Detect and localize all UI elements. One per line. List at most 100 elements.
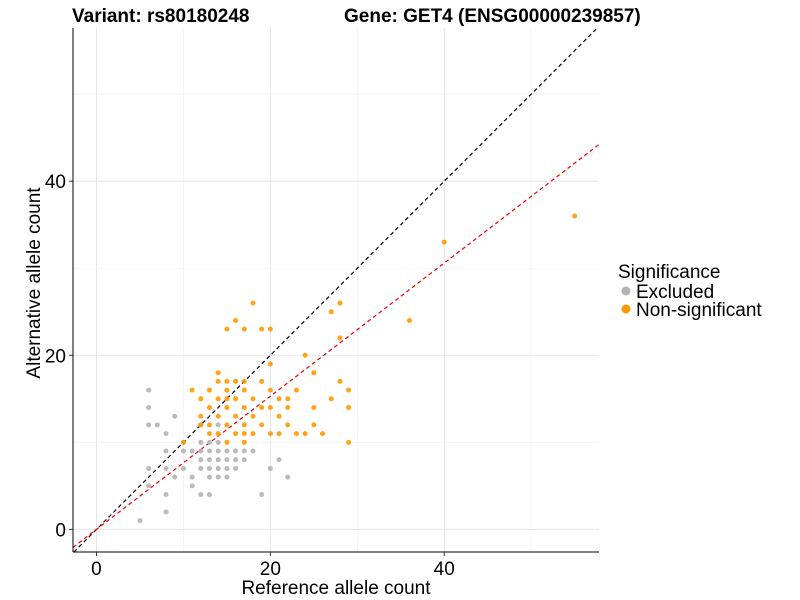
point-non-significant: [241, 431, 247, 437]
point-non-significant: [233, 378, 239, 384]
point-non-significant: [198, 422, 204, 428]
y-axis-title: Alternative allele count: [24, 187, 45, 379]
x-tick-label: 40: [434, 559, 455, 580]
point-non-significant: [224, 422, 230, 428]
point-non-significant: [241, 405, 247, 411]
point-excluded: [224, 448, 230, 454]
point-non-significant: [189, 387, 195, 393]
point-excluded: [250, 448, 256, 454]
point-excluded: [172, 413, 178, 419]
legend-title: Significance: [618, 262, 720, 283]
point-excluded: [241, 457, 247, 463]
point-non-significant: [346, 405, 352, 411]
point-excluded: [146, 483, 152, 489]
point-non-significant: [233, 431, 239, 437]
reference-lines: [72, 27, 600, 553]
point-excluded: [163, 431, 169, 437]
point-non-significant: [302, 352, 308, 358]
point-non-significant: [250, 396, 256, 402]
point-excluded: [206, 465, 212, 471]
point-non-significant: [267, 387, 273, 393]
point-excluded: [215, 448, 221, 454]
point-non-significant: [267, 431, 273, 437]
point-excluded: [206, 448, 212, 454]
point-non-significant: [285, 396, 291, 402]
point-non-significant: [224, 387, 230, 393]
point-non-significant: [406, 317, 412, 323]
legend: Significance Excluded Non-significant: [618, 262, 762, 321]
point-excluded: [233, 457, 239, 463]
point-excluded: [154, 422, 160, 428]
point-non-significant: [224, 326, 230, 332]
point-excluded: [163, 448, 169, 454]
point-excluded: [180, 448, 186, 454]
point-excluded: [206, 457, 212, 463]
point-excluded: [215, 439, 221, 445]
y-tick-label: 20: [45, 346, 66, 367]
point-excluded: [233, 465, 239, 471]
point-non-significant: [241, 378, 247, 384]
point-non-significant: [311, 405, 317, 411]
point-non-significant: [328, 309, 334, 315]
point-non-significant: [206, 431, 212, 437]
point-non-significant: [215, 431, 221, 437]
point-excluded: [189, 483, 195, 489]
point-non-significant: [250, 431, 256, 437]
point-non-significant: [180, 439, 186, 445]
point-non-significant: [215, 370, 221, 376]
point-non-significant: [215, 396, 221, 402]
point-non-significant: [215, 413, 221, 419]
point-non-significant: [276, 431, 282, 437]
point-excluded: [233, 448, 239, 454]
point-excluded: [163, 465, 169, 471]
point-non-significant: [198, 413, 204, 419]
point-non-significant: [250, 300, 256, 306]
point-non-significant: [441, 239, 447, 245]
point-non-significant: [337, 378, 343, 384]
point-non-significant: [259, 326, 265, 332]
point-non-significant: [346, 387, 352, 393]
point-excluded: [206, 439, 212, 445]
point-excluded: [163, 509, 169, 515]
point-non-significant: [259, 378, 265, 384]
x-axis-title: Reference allele count: [241, 578, 431, 599]
grid: [73, 28, 599, 552]
point-excluded: [285, 474, 291, 480]
point-non-significant: [206, 422, 212, 428]
point-non-significant: [224, 378, 230, 384]
point-non-significant: [311, 370, 317, 376]
point-excluded: [146, 405, 152, 411]
point-excluded: [189, 448, 195, 454]
chart-title-gene: Gene: GET4 (ENSG00000239857): [344, 6, 641, 27]
data-points: [137, 213, 578, 524]
point-non-significant: [267, 326, 273, 332]
point-non-significant: [224, 405, 230, 411]
point-non-significant: [276, 396, 282, 402]
point-non-significant: [224, 396, 230, 402]
legend-label-non-significant: Non-significant: [636, 300, 762, 321]
point-excluded: [215, 422, 221, 428]
point-non-significant: [233, 396, 239, 402]
point-non-significant: [572, 213, 578, 219]
point-non-significant: [337, 300, 343, 306]
point-excluded: [259, 492, 265, 498]
point-non-significant: [215, 378, 221, 384]
point-non-significant: [285, 405, 291, 411]
point-excluded: [146, 422, 152, 428]
point-excluded: [198, 439, 204, 445]
axes: 0 20 40 0 20 40: [45, 28, 599, 580]
point-excluded: [180, 465, 186, 471]
point-excluded: [276, 457, 282, 463]
point-non-significant: [311, 422, 317, 428]
point-non-significant: [233, 413, 239, 419]
point-non-significant: [267, 361, 273, 367]
point-excluded: [267, 465, 273, 471]
point-non-significant: [259, 405, 265, 411]
chart-title-variant: Variant: rs80180248: [72, 6, 249, 27]
point-non-significant: [302, 431, 308, 437]
point-non-significant: [293, 387, 299, 393]
point-non-significant: [328, 396, 334, 402]
point-non-significant: [259, 422, 265, 428]
point-non-significant: [241, 387, 247, 393]
point-non-significant: [250, 413, 256, 419]
